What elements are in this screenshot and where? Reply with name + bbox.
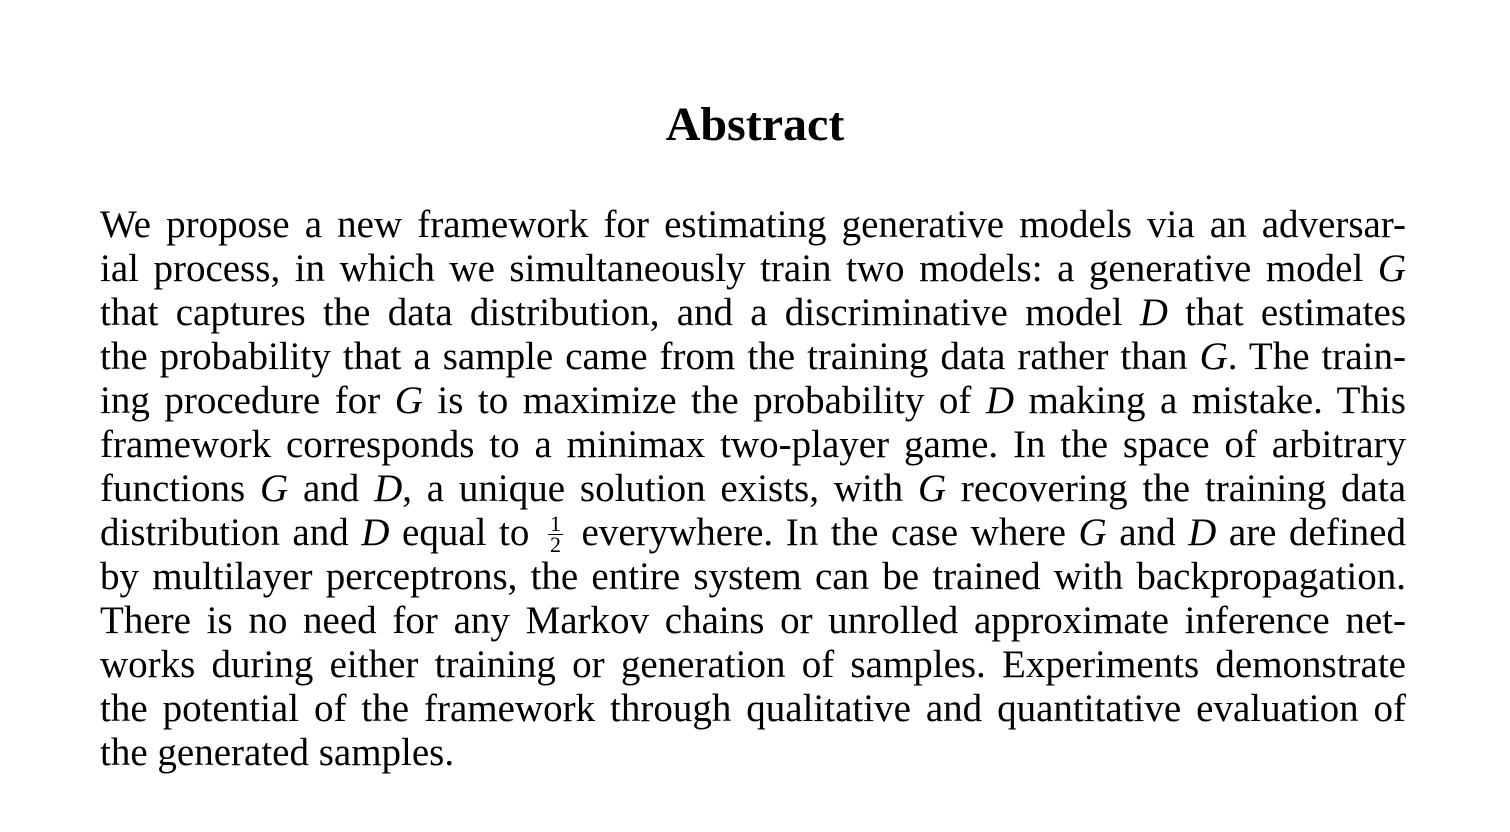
math-symbol-g: G [1078, 511, 1107, 554]
abstract-heading: Abstract [665, 98, 845, 151]
abstract-line: the potential of the framework through q… [100, 687, 1406, 731]
text-run: , a unique solution exists, with [402, 467, 918, 510]
abstract-line: the generated samples. [100, 731, 1406, 775]
math-symbol-g: G [1377, 247, 1406, 290]
text-run: distribution and [100, 511, 362, 554]
text-run: are defined [1216, 511, 1406, 554]
math-symbol-g: G [917, 467, 947, 510]
math-symbol-g: G [394, 379, 423, 422]
abstract-line: functions G and D, a unique solution exi… [100, 467, 1406, 511]
math-symbol-d: D [985, 379, 1014, 422]
abstract-line: the probability that a sample came from … [100, 335, 1406, 379]
abstract-line: that captures the data distribution, and… [100, 291, 1406, 335]
abstract-line: We propose a new framework for estimatin… [100, 203, 1406, 247]
text-run: by multilayer perceptrons, the entire sy… [100, 555, 1406, 598]
text-run: equal to [389, 511, 542, 554]
abstract-line: works during either training or generati… [100, 643, 1406, 687]
text-run: ing procedure for [100, 379, 395, 422]
math-symbol-d: D [374, 467, 403, 510]
abstract-line: ial process, in which we simultaneously … [100, 247, 1406, 291]
math-symbol-d: D [1139, 291, 1168, 334]
text-run: the generated samples. [100, 731, 455, 774]
text-run: framework corresponds to a minimax two-p… [100, 423, 1406, 466]
text-run: everywhere. In the case where [568, 511, 1079, 554]
text-run: that estimates [1167, 291, 1406, 334]
text-run: ial process, in which we simultaneously … [100, 247, 1378, 290]
abstract-line: by multilayer perceptrons, the entire sy… [100, 555, 1406, 599]
math-symbol-d: D [361, 511, 390, 554]
text-run: functions [100, 467, 260, 510]
text-run: There is no need for any Markov chains o… [100, 599, 1406, 642]
math-symbol-g: G [1199, 335, 1228, 378]
abstract-line: framework corresponds to a minimax two-p… [100, 423, 1406, 467]
abstract-line: ing procedure for G is to maximize the p… [100, 379, 1406, 423]
abstract-line: There is no need for any Markov chains o… [100, 599, 1406, 643]
text-run: and [288, 467, 375, 510]
fraction-denominator: 2 [549, 531, 561, 557]
text-run: the potential of the framework through q… [100, 687, 1406, 730]
text-run: that captures the data distribution, and… [100, 291, 1140, 334]
text-run: . The train- [1227, 335, 1406, 378]
text-run: We propose a new framework for estimatin… [100, 203, 1406, 246]
math-symbol-g: G [259, 467, 289, 510]
abstract-body: We propose a new framework for estimatin… [100, 203, 1406, 775]
text-run: recovering the training data [946, 467, 1406, 510]
text-run: and [1106, 511, 1189, 554]
text-run: works during either training or generati… [100, 643, 1406, 686]
text-run: is to maximize the probability of [422, 379, 986, 422]
math-symbol-d: D [1188, 511, 1217, 554]
text-run: making a mistake. This [1014, 379, 1407, 422]
text-run: the probability that a sample came from … [100, 335, 1200, 378]
fraction-numerator: 1 [547, 510, 563, 536]
